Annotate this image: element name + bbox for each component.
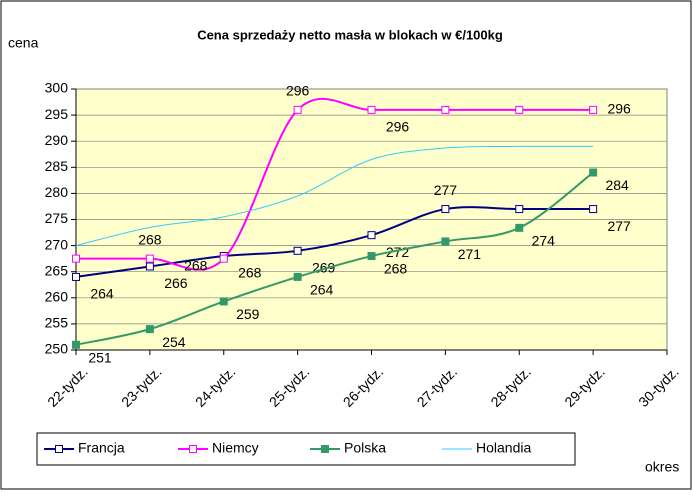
data-point xyxy=(367,252,376,261)
data-point xyxy=(515,223,524,232)
data-label: 296 xyxy=(386,119,410,135)
data-label: 274 xyxy=(532,233,556,249)
chart-title: Cena sprzedaży netto masła w blokach w €… xyxy=(197,27,503,42)
data-label: 268 xyxy=(238,265,262,281)
y-tick-label: 255 xyxy=(45,315,69,331)
series-line xyxy=(76,97,594,271)
y-axis-label: cena xyxy=(8,35,39,51)
data-label: 296 xyxy=(607,101,631,117)
y-tick-label: 265 xyxy=(45,262,69,278)
data-point xyxy=(441,105,450,114)
data-label: 277 xyxy=(434,182,458,198)
data-label: 268 xyxy=(184,257,208,273)
data-point xyxy=(367,105,376,114)
legend-marker xyxy=(55,445,63,453)
series-line xyxy=(75,206,594,278)
data-label: 264 xyxy=(90,286,114,302)
data-point xyxy=(515,105,524,114)
y-tick-label: 280 xyxy=(45,184,69,200)
series-line xyxy=(75,145,594,247)
data-point xyxy=(441,205,450,214)
y-tick-label: 260 xyxy=(45,289,69,305)
data-label: 264 xyxy=(310,282,334,298)
legend-label: Niemcy xyxy=(212,440,259,456)
data-point xyxy=(145,262,154,271)
data-label: 268 xyxy=(138,231,162,247)
y-tick-label: 285 xyxy=(45,158,69,174)
data-point xyxy=(293,246,302,255)
data-point xyxy=(72,272,80,281)
data-point xyxy=(145,254,154,263)
y-tick-label: 275 xyxy=(45,210,69,226)
data-label: 277 xyxy=(607,218,631,234)
data-label: 272 xyxy=(386,244,410,260)
data-label: 268 xyxy=(384,261,408,277)
data-point xyxy=(515,205,524,214)
legend-marker xyxy=(321,445,329,453)
data-label: 296 xyxy=(286,83,310,99)
data-label: 284 xyxy=(605,177,629,193)
y-tick-label: 300 xyxy=(45,80,69,96)
data-label: 271 xyxy=(458,246,482,262)
data-point xyxy=(293,105,302,114)
legend-label: Francja xyxy=(78,440,125,456)
data-point xyxy=(72,254,80,263)
data-label: 254 xyxy=(162,334,186,350)
legend-label: Polska xyxy=(344,440,386,456)
y-tick-label: 290 xyxy=(45,132,69,148)
data-point xyxy=(72,340,80,349)
data-point xyxy=(367,231,376,240)
data-point xyxy=(293,272,302,281)
y-tick-label: 295 xyxy=(45,106,69,122)
data-label: 251 xyxy=(88,349,112,365)
legend-box xyxy=(36,432,576,466)
data-label: 259 xyxy=(236,306,260,322)
legend-label: Holandia xyxy=(476,440,531,456)
data-label: 266 xyxy=(164,275,188,291)
data-point xyxy=(219,254,228,263)
data-point xyxy=(145,325,154,334)
data-point xyxy=(441,237,450,246)
legend-marker xyxy=(189,445,197,453)
y-tick-label: 270 xyxy=(45,236,69,252)
x-axis-label: okres xyxy=(645,459,679,475)
data-point xyxy=(589,105,598,114)
y-tick-label: 250 xyxy=(45,341,69,357)
data-point xyxy=(589,168,598,177)
data-point xyxy=(589,205,598,214)
data-point xyxy=(219,297,228,306)
